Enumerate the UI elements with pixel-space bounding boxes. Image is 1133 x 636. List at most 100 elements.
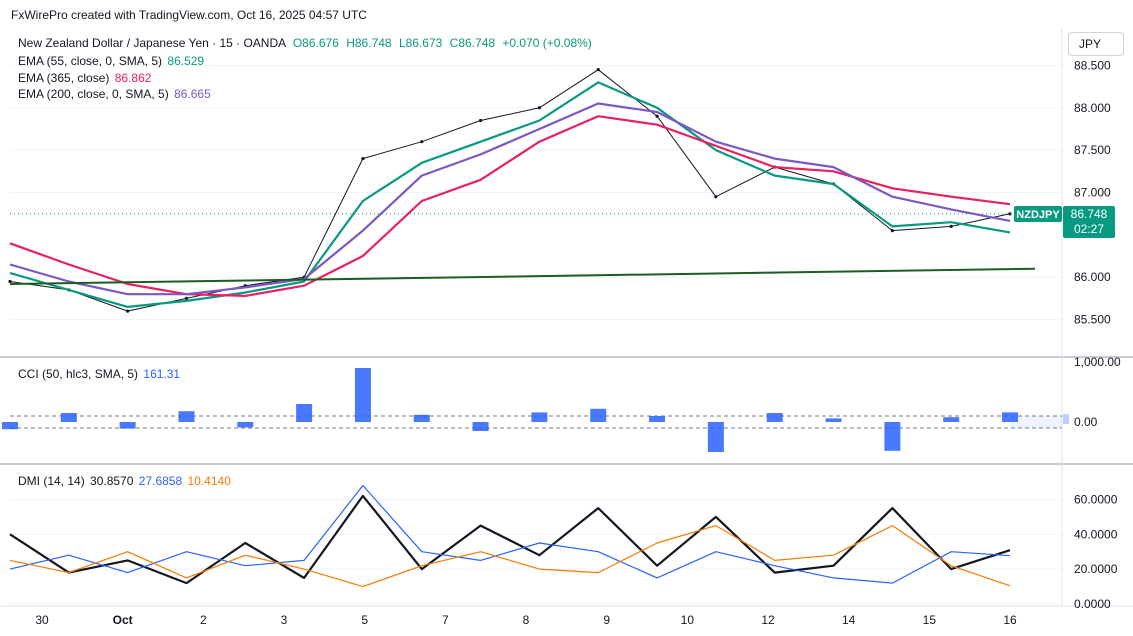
ema365-label: EMA (365, close): [18, 71, 110, 85]
dmi-legend[interactable]: DMI (14, 14) 30.8570 27.6858 10.4140: [18, 474, 231, 488]
ticker-badge: NZDJPY: [1016, 209, 1060, 221]
cci-bar: [825, 418, 842, 422]
cci-bar: [943, 417, 960, 422]
series-point-0: [420, 140, 424, 144]
cci-bar: [237, 422, 254, 428]
cci-bar: [2, 422, 18, 430]
series-point-0: [126, 309, 130, 313]
price-tick-label: 87.000: [1074, 186, 1111, 200]
cci-bar: [413, 414, 430, 422]
ema200-label: EMA (200, close, 0, SMA, 5): [18, 87, 169, 101]
series-line-3: [9, 102, 1011, 296]
cci-bar: [178, 411, 195, 422]
ohlc-close: C86.748: [449, 36, 496, 50]
cci-bar: [590, 408, 607, 422]
cci-bar: [707, 422, 724, 452]
plus-di-value: 27.6858: [138, 474, 183, 488]
price-series: [8, 68, 1036, 313]
x-tick-label: 12: [761, 613, 775, 627]
cci-tick-label: 1,000.00: [1074, 355, 1121, 369]
series-point-0: [714, 195, 718, 199]
dmi-tick-label: 40.0000: [1074, 527, 1118, 541]
x-tick-label: 2: [200, 613, 207, 627]
cci-bar: [119, 422, 136, 429]
price-tick-label: 86.000: [1074, 270, 1111, 284]
ema200-value: 86.665: [174, 87, 211, 101]
ohlc-low: L86.673: [398, 36, 443, 50]
dmi-line-1: [9, 484, 1011, 584]
ohlc-high: H86.748: [346, 36, 392, 50]
chart-caption: FxWirePro created with TradingView.com, …: [11, 8, 367, 22]
dmi-tick-label: 20.0000: [1074, 562, 1118, 576]
cci-histogram: [2, 368, 1018, 452]
y-axis-tick-labels: 88.500 88.000 87.500 87.000 86.000 85.500 1,00…: [1074, 58, 1121, 611]
cci-tick-label: 0.00: [1074, 415, 1098, 429]
series-point-0: [8, 279, 12, 284]
series-point-0: [949, 224, 953, 228]
dmi-line-2: [9, 524, 1011, 588]
series-point-0: [537, 106, 542, 110]
series-point-0: [361, 157, 365, 161]
x-tick-label: 30: [35, 613, 49, 627]
price-tick-label: 88.000: [1074, 101, 1111, 115]
series-line-0: [9, 69, 1011, 312]
dmi-label: DMI (14, 14): [18, 474, 85, 488]
ema55-label: EMA (55, close, 0, SMA, 5): [18, 54, 163, 68]
ohlc-change: +0.070 (+0.08%): [502, 36, 592, 50]
dmi-tick-label: 0.0000: [1074, 597, 1111, 611]
support-trendline: [9, 267, 1036, 285]
cci-label: CCI (50, hlc3, SMA, 5): [18, 367, 139, 381]
x-tick-label: 14: [842, 613, 856, 627]
dmi-series: [9, 484, 1011, 588]
series-point-0: [890, 229, 894, 233]
x-tick-label: 8: [523, 613, 530, 627]
dmi-line-0: [9, 494, 1011, 585]
ema55-value: 86.529: [167, 54, 205, 68]
ema200-legend[interactable]: EMA (200, close, 0, SMA, 5) 86.665: [18, 87, 211, 101]
cci-value: 161.31: [143, 367, 181, 381]
cci-bar: [472, 422, 489, 431]
x-axis-tick-labels: 30 Oct 2 3 5 7 8 9 10 12 14 15 16: [35, 613, 1017, 627]
x-tick-label: 10: [681, 613, 695, 627]
ohlc-open: O86.676: [292, 36, 339, 50]
x-tick-label: 9: [603, 613, 610, 627]
cci-bar: [1002, 412, 1018, 422]
x-tick-label: 3: [281, 613, 288, 627]
price-tick-label: 87.500: [1074, 143, 1111, 157]
series-point-0: [655, 114, 659, 118]
cci-value-marker: [1063, 414, 1069, 424]
x-tick-label: 7: [442, 613, 449, 627]
symbol-legend[interactable]: New Zealand Dollar / Japanese Yen · 15 ·…: [18, 36, 592, 50]
series-line-1: [9, 81, 1011, 308]
ema55-legend[interactable]: EMA (55, close, 0, SMA, 5) 86.529: [18, 54, 204, 68]
cci-bar: [649, 416, 666, 422]
current-price: 86.748: [1071, 207, 1108, 221]
cci-bar: [296, 404, 313, 422]
cci-bar: [60, 413, 77, 422]
cci-bar: [531, 412, 548, 422]
cci-bar: [884, 422, 901, 451]
ema365-value: 86.862: [114, 71, 152, 85]
series-point-0: [478, 118, 483, 123]
symbol-title: New Zealand Dollar / Japanese Yen · 15 ·…: [18, 36, 286, 50]
cci-band-fill: [1010, 416, 1062, 428]
ema365-legend[interactable]: EMA (365, close) 86.862: [18, 71, 151, 85]
series-point-0: [596, 68, 600, 72]
adx-value: 30.8570: [90, 474, 134, 488]
x-tick-label: 16: [1003, 613, 1017, 627]
x-tick-label: Oct: [113, 613, 133, 627]
series-line-2: [9, 115, 1011, 297]
minus-di-value: 10.4140: [187, 474, 231, 488]
cci-legend[interactable]: CCI (50, hlc3, SMA, 5) 161.31: [18, 367, 180, 381]
bar-countdown: 02:27: [1074, 222, 1104, 236]
price-badge: NZDJPY 86.748 02:27: [1014, 206, 1115, 238]
x-tick-label: 15: [923, 613, 937, 627]
cci-bar: [354, 368, 371, 422]
currency-selector[interactable]: JPY: [1068, 32, 1124, 56]
series-point-0: [184, 296, 189, 301]
grid-lines: [10, 64, 1062, 605]
price-tick-label: 88.500: [1074, 58, 1111, 72]
x-tick-label: 5: [361, 613, 368, 627]
cci-bar: [766, 413, 783, 422]
